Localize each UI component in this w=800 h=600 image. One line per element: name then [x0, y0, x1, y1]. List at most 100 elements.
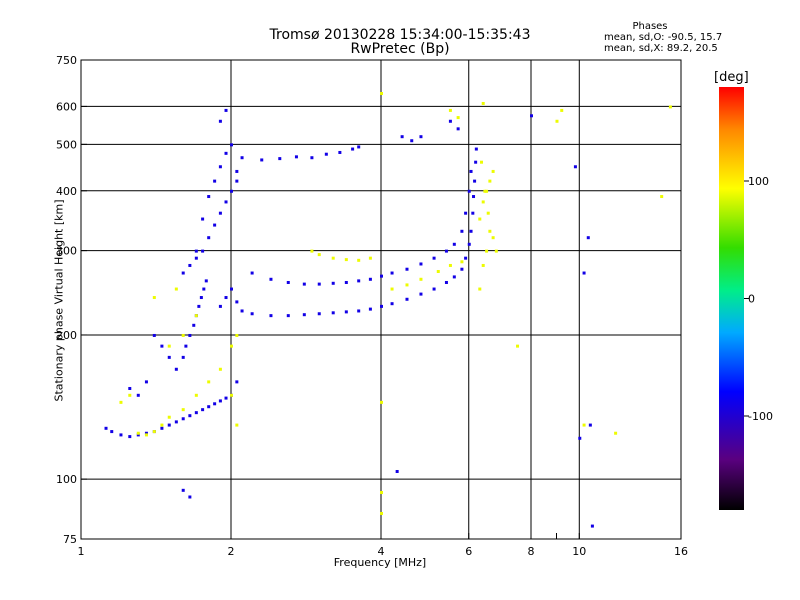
point-x-mode — [555, 119, 559, 123]
point-o-mode — [405, 297, 409, 301]
colorbar-axis: 100 0 -100 — [744, 175, 773, 423]
point-o-mode — [452, 242, 456, 246]
point-o-mode — [181, 417, 185, 421]
point-x-mode — [481, 263, 485, 267]
point-o-mode — [207, 236, 211, 240]
x-tick-label: 1 — [78, 545, 85, 558]
point-o-mode — [235, 380, 239, 384]
point-o-mode — [218, 399, 222, 403]
point-o-mode — [317, 282, 321, 286]
point-o-mode — [405, 267, 409, 271]
point-o-mode — [390, 302, 394, 306]
point-o-mode — [188, 495, 192, 499]
y-tick-label: 400 — [56, 185, 77, 198]
point-o-mode — [144, 380, 148, 384]
point-o-mode — [104, 426, 108, 430]
point-o-mode — [368, 307, 372, 311]
point-o-mode — [351, 147, 355, 151]
point-o-mode — [469, 169, 473, 173]
point-o-mode — [474, 160, 478, 164]
point-x-mode — [368, 256, 372, 260]
point-x-mode — [494, 249, 498, 253]
point-o-mode — [207, 195, 211, 199]
point-x-mode — [419, 277, 423, 281]
point-x-mode — [144, 433, 148, 437]
point-o-mode — [310, 156, 314, 160]
point-o-mode — [456, 127, 460, 131]
point-o-mode — [184, 344, 188, 348]
point-o-mode — [230, 189, 233, 193]
phases-o-stats: mean, sd,O: -90.5, 15.7 — [604, 32, 723, 43]
point-o-mode — [213, 223, 217, 227]
point-o-mode — [302, 313, 306, 317]
point-o-mode — [331, 311, 335, 315]
point-x-mode — [668, 105, 672, 109]
point-o-mode — [188, 263, 192, 267]
point-x-mode — [481, 200, 485, 204]
point-o-mode — [380, 304, 383, 308]
point-o-mode — [471, 211, 475, 215]
point-o-mode — [294, 155, 298, 159]
point-o-mode — [467, 189, 471, 193]
point-o-mode — [357, 279, 361, 283]
point-o-mode — [464, 211, 468, 215]
point-x-mode — [614, 431, 618, 435]
point-x-mode — [390, 287, 394, 291]
point-x-mode — [235, 333, 239, 337]
point-x-mode — [456, 116, 460, 120]
point-o-mode — [218, 119, 222, 123]
point-o-mode — [588, 423, 592, 427]
point-o-mode — [278, 157, 282, 161]
point-x-mode — [344, 258, 348, 262]
point-o-mode — [110, 430, 114, 434]
colorbar-tick-label: -100 — [748, 410, 773, 423]
x-tick-label: 16 — [674, 545, 688, 558]
chart-subtitle: RwPretec (Bp) — [350, 41, 450, 57]
point-o-mode — [460, 229, 464, 233]
point-x-mode — [491, 169, 495, 173]
point-x-mode — [167, 344, 171, 348]
point-o-mode — [194, 256, 198, 260]
point-o-mode — [218, 165, 222, 169]
point-o-mode — [201, 408, 205, 412]
point-o-mode — [174, 367, 178, 371]
x-tick-label: 2 — [228, 545, 235, 558]
point-x-mode — [488, 179, 492, 183]
point-o-mode — [331, 281, 335, 285]
point-o-mode — [192, 323, 196, 327]
point-x-mode — [491, 236, 495, 240]
point-x-mode — [357, 258, 361, 262]
point-o-mode — [472, 195, 476, 199]
point-o-mode — [473, 179, 477, 183]
point-o-mode — [235, 179, 239, 183]
point-o-mode — [224, 151, 228, 155]
point-o-mode — [235, 169, 239, 173]
point-o-mode — [590, 524, 594, 528]
point-x-mode — [119, 400, 123, 404]
point-o-mode — [188, 414, 192, 418]
y-tick-label: 100 — [56, 473, 77, 486]
point-o-mode — [199, 296, 203, 300]
colorbar-tick-label: 0 — [748, 293, 755, 306]
point-o-mode — [469, 229, 473, 233]
point-x-mode — [380, 511, 383, 515]
point-x-mode — [481, 101, 485, 105]
phases-x-stats: mean, sd,X: 89.2, 20.5 — [604, 43, 718, 54]
point-o-mode — [400, 135, 404, 139]
data-points — [104, 91, 672, 528]
point-o-mode — [204, 279, 208, 283]
point-o-mode — [474, 147, 478, 151]
point-o-mode — [338, 150, 342, 154]
x-axis: 1 2 4 6 8 10 16 — [78, 533, 688, 558]
point-o-mode — [448, 119, 452, 123]
y-tick-label: 200 — [56, 329, 77, 342]
point-o-mode — [269, 314, 273, 318]
point-o-mode — [201, 249, 205, 253]
x-tick-label: 8 — [528, 545, 535, 558]
point-o-mode — [444, 249, 448, 253]
point-x-mode — [660, 195, 664, 199]
point-o-mode — [357, 145, 361, 149]
point-o-mode — [530, 114, 533, 118]
point-o-mode — [136, 393, 140, 397]
